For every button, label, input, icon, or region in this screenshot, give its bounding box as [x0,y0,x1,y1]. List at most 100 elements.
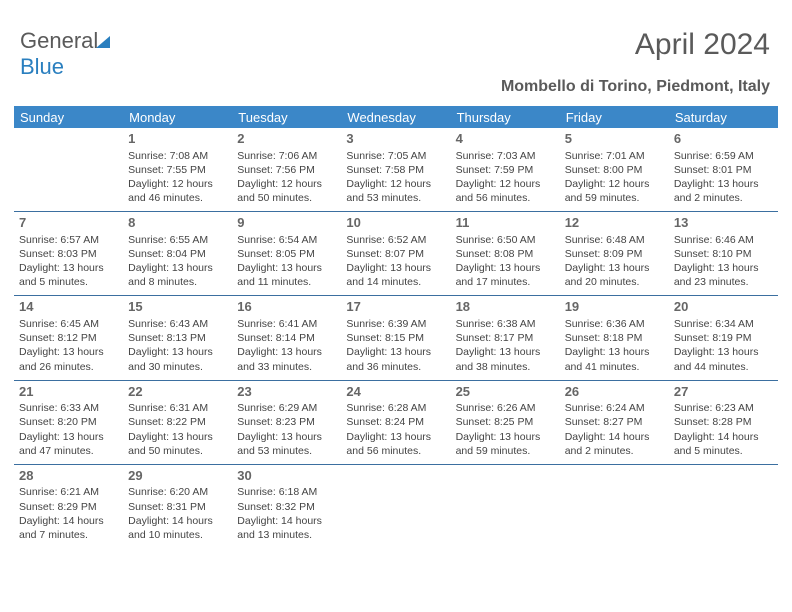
cell-daylight1: Daylight: 13 hours [456,261,555,275]
cell-daylight1: Daylight: 13 hours [128,345,227,359]
cell-sunset: Sunset: 8:18 PM [565,331,664,345]
cell-daylight2: and 10 minutes. [128,528,227,542]
cell-daylight1: Daylight: 13 hours [565,261,664,275]
cell-daylight2: and 56 minutes. [456,191,555,205]
cell-daylight2: and 23 minutes. [674,275,773,289]
calendar-week-row: 14Sunrise: 6:45 AMSunset: 8:12 PMDayligh… [14,296,778,380]
cell-sunset: Sunset: 8:09 PM [565,247,664,261]
day-number: 18 [456,298,555,316]
weekday-header: Sunday [14,106,123,128]
location-label: Mombello di Torino, Piedmont, Italy [501,78,770,96]
cell-sunset: Sunset: 8:29 PM [19,500,118,514]
calendar-day-cell: 19Sunrise: 6:36 AMSunset: 8:18 PMDayligh… [560,296,669,380]
calendar-body: 1Sunrise: 7:08 AMSunset: 7:55 PMDaylight… [14,128,778,548]
calendar-day-cell [341,464,450,548]
cell-daylight1: Daylight: 13 hours [19,345,118,359]
cell-daylight1: Daylight: 13 hours [128,261,227,275]
calendar-day-cell: 24Sunrise: 6:28 AMSunset: 8:24 PMDayligh… [341,380,450,464]
day-number: 4 [456,130,555,148]
calendar-day-cell: 12Sunrise: 6:48 AMSunset: 8:09 PMDayligh… [560,212,669,296]
cell-sunrise: Sunrise: 6:54 AM [237,233,336,247]
calendar-day-cell: 6Sunrise: 6:59 AMSunset: 8:01 PMDaylight… [669,128,778,212]
calendar-day-cell: 3Sunrise: 7:05 AMSunset: 7:58 PMDaylight… [341,128,450,212]
calendar-day-cell: 23Sunrise: 6:29 AMSunset: 8:23 PMDayligh… [232,380,341,464]
cell-sunset: Sunset: 8:25 PM [456,415,555,429]
logo: General Blue [20,28,110,80]
cell-sunset: Sunset: 8:04 PM [128,247,227,261]
cell-sunset: Sunset: 8:05 PM [237,247,336,261]
calendar-day-cell: 22Sunrise: 6:31 AMSunset: 8:22 PMDayligh… [123,380,232,464]
cell-sunset: Sunset: 8:19 PM [674,331,773,345]
cell-sunset: Sunset: 8:14 PM [237,331,336,345]
cell-sunset: Sunset: 7:56 PM [237,163,336,177]
cell-sunrise: Sunrise: 6:36 AM [565,317,664,331]
calendar-day-cell: 5Sunrise: 7:01 AMSunset: 8:00 PMDaylight… [560,128,669,212]
cell-sunset: Sunset: 8:20 PM [19,415,118,429]
day-number: 20 [674,298,773,316]
cell-daylight1: Daylight: 12 hours [346,177,445,191]
cell-daylight2: and 5 minutes. [19,275,118,289]
logo-text-part1: General [20,28,98,53]
cell-sunrise: Sunrise: 6:43 AM [128,317,227,331]
cell-sunrise: Sunrise: 6:38 AM [456,317,555,331]
cell-sunset: Sunset: 8:22 PM [128,415,227,429]
cell-daylight2: and 17 minutes. [456,275,555,289]
cell-daylight2: and 33 minutes. [237,360,336,374]
day-number: 1 [128,130,227,148]
cell-sunrise: Sunrise: 6:18 AM [237,485,336,499]
cell-sunrise: Sunrise: 7:08 AM [128,149,227,163]
calendar-day-cell: 29Sunrise: 6:20 AMSunset: 8:31 PMDayligh… [123,464,232,548]
cell-daylight2: and 38 minutes. [456,360,555,374]
calendar-day-cell: 1Sunrise: 7:08 AMSunset: 7:55 PMDaylight… [123,128,232,212]
cell-sunset: Sunset: 8:32 PM [237,500,336,514]
cell-daylight2: and 56 minutes. [346,444,445,458]
weekday-header: Thursday [451,106,560,128]
cell-daylight1: Daylight: 12 hours [237,177,336,191]
cell-daylight1: Daylight: 13 hours [346,430,445,444]
cell-daylight2: and 5 minutes. [674,444,773,458]
logo-triangle-icon [96,36,110,48]
calendar-day-cell [451,464,560,548]
cell-sunset: Sunset: 7:59 PM [456,163,555,177]
cell-sunrise: Sunrise: 6:52 AM [346,233,445,247]
calendar-day-cell: 17Sunrise: 6:39 AMSunset: 8:15 PMDayligh… [341,296,450,380]
calendar-day-cell: 2Sunrise: 7:06 AMSunset: 7:56 PMDaylight… [232,128,341,212]
calendar-day-cell [560,464,669,548]
cell-daylight2: and 59 minutes. [565,191,664,205]
cell-sunrise: Sunrise: 6:39 AM [346,317,445,331]
day-number: 6 [674,130,773,148]
cell-sunrise: Sunrise: 7:01 AM [565,149,664,163]
calendar-day-cell: 18Sunrise: 6:38 AMSunset: 8:17 PMDayligh… [451,296,560,380]
cell-daylight2: and 30 minutes. [128,360,227,374]
cell-daylight2: and 11 minutes. [237,275,336,289]
cell-daylight2: and 13 minutes. [237,528,336,542]
day-number: 7 [19,214,118,232]
cell-daylight2: and 50 minutes. [237,191,336,205]
cell-daylight1: Daylight: 14 hours [674,430,773,444]
calendar-day-cell: 15Sunrise: 6:43 AMSunset: 8:13 PMDayligh… [123,296,232,380]
cell-daylight2: and 46 minutes. [128,191,227,205]
cell-daylight2: and 2 minutes. [565,444,664,458]
calendar-day-cell: 30Sunrise: 6:18 AMSunset: 8:32 PMDayligh… [232,464,341,548]
day-number: 13 [674,214,773,232]
page-title: April 2024 [635,28,770,62]
cell-sunrise: Sunrise: 6:26 AM [456,401,555,415]
cell-daylight2: and 50 minutes. [128,444,227,458]
calendar-day-cell: 14Sunrise: 6:45 AMSunset: 8:12 PMDayligh… [14,296,123,380]
cell-sunset: Sunset: 8:24 PM [346,415,445,429]
day-number: 19 [565,298,664,316]
day-number: 8 [128,214,227,232]
calendar-day-cell: 4Sunrise: 7:03 AMSunset: 7:59 PMDaylight… [451,128,560,212]
weekday-header: Wednesday [341,106,450,128]
cell-daylight2: and 8 minutes. [128,275,227,289]
cell-daylight2: and 2 minutes. [674,191,773,205]
cell-daylight2: and 59 minutes. [456,444,555,458]
cell-sunrise: Sunrise: 7:06 AM [237,149,336,163]
cell-sunset: Sunset: 8:03 PM [19,247,118,261]
cell-daylight1: Daylight: 13 hours [674,177,773,191]
cell-daylight1: Daylight: 13 hours [456,430,555,444]
cell-daylight2: and 20 minutes. [565,275,664,289]
calendar-day-cell: 25Sunrise: 6:26 AMSunset: 8:25 PMDayligh… [451,380,560,464]
cell-sunset: Sunset: 8:08 PM [456,247,555,261]
weekday-header: Tuesday [232,106,341,128]
